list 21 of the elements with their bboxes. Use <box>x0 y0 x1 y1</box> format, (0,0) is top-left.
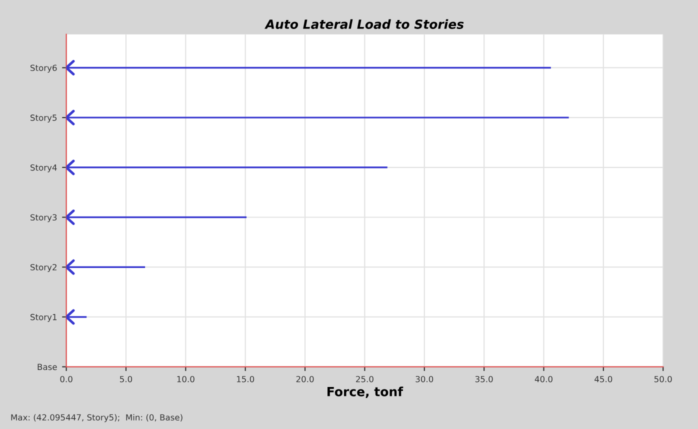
x-axis-title: Force, tonf <box>328 386 404 398</box>
y-tick-label: Story6 <box>30 64 57 73</box>
x-tick-label: 10.0 <box>177 376 194 382</box>
text: Max: (42.095447, Story5); Min: (0, Base) <box>11 414 182 422</box>
x-tick-label: 40.0 <box>534 376 552 382</box>
x-tick-label: 35.0 <box>475 376 493 382</box>
y-tick-label: Story1 <box>30 314 57 322</box>
x-tick-label: 25.0 <box>356 376 374 382</box>
y-tick-label: Base <box>38 364 57 370</box>
y-tick-label: Story4 <box>30 164 57 172</box>
y-tick-label: Story5 <box>30 114 57 122</box>
x-tick-label: 45.0 <box>594 376 612 382</box>
x-tick-label: 30.0 <box>416 376 434 382</box>
x-tick-label: 50.0 <box>654 376 672 382</box>
x-tick-label: 20.0 <box>296 376 314 382</box>
x-tick-label: 0.0 <box>60 376 72 382</box>
x-tick-label: 5.0 <box>120 376 132 382</box>
y-tick-label: Story3 <box>30 214 57 222</box>
chart-title: Auto Lateral Load to Stories <box>264 19 464 29</box>
x-tick-label: 15.0 <box>236 376 254 382</box>
y-tick-label: Story2 <box>30 264 56 272</box>
